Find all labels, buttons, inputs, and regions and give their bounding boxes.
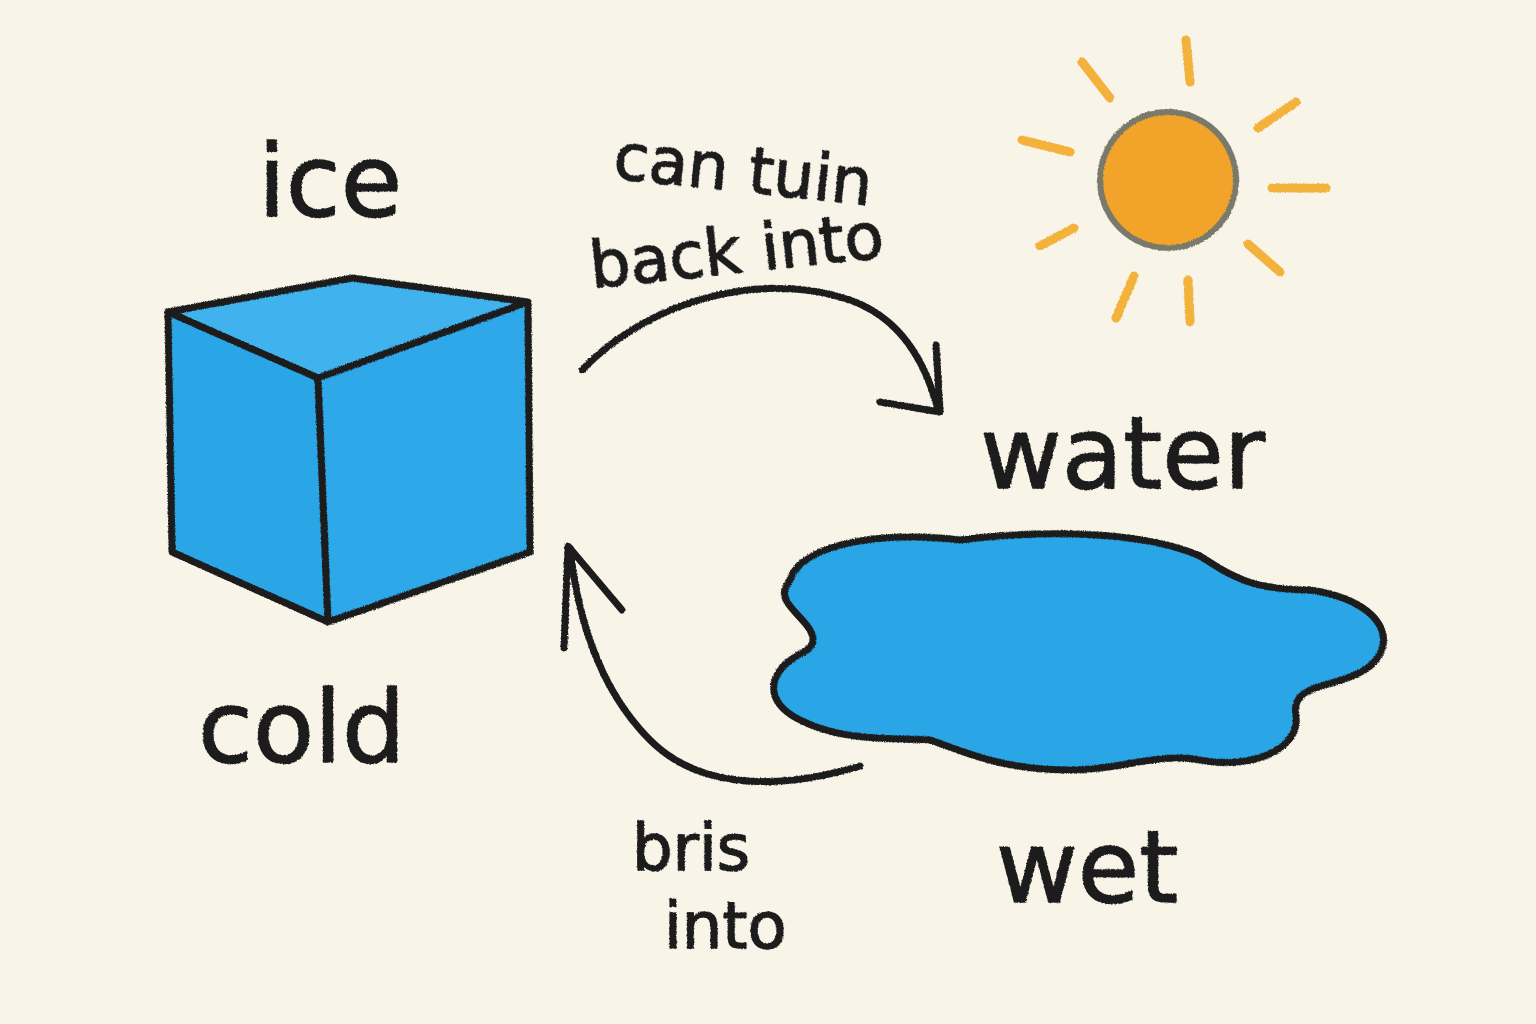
label-wet: wet [996,809,1179,926]
sun-icon [1017,35,1331,327]
label-arrow-top-line2: back into [586,199,887,303]
label-arrow-bottom-line1: bris [632,812,750,886]
label-ice: ice [258,123,402,240]
label-arrow-bottom-line2: into [664,890,787,964]
ice-cube-icon [164,274,534,626]
arrow-ice-to-water [578,284,944,416]
puddle-icon [770,530,1387,774]
arrow-water-to-ice [560,542,864,786]
label-cold: cold [198,669,405,786]
label-water: water [980,395,1266,512]
